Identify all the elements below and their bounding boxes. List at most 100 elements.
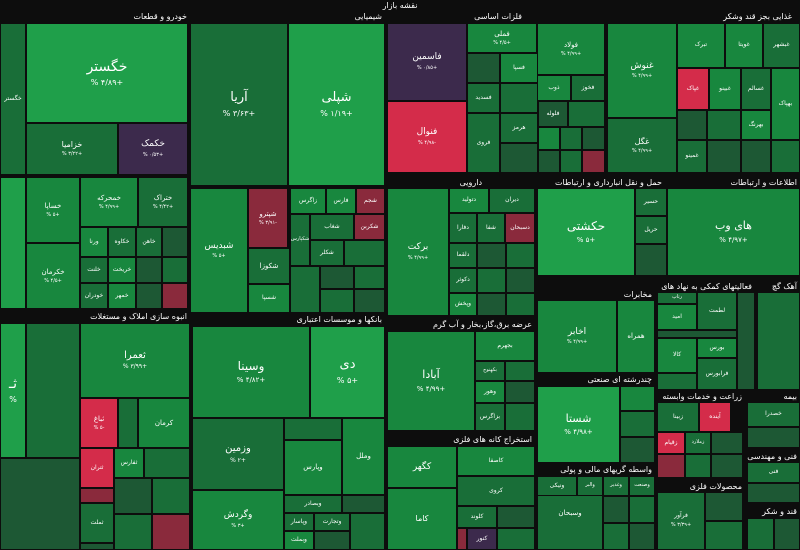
stock-tile[interactable] bbox=[635, 244, 667, 276]
stock-tile[interactable]: خکرمان +۴/۵ % bbox=[26, 243, 80, 309]
stock-tile[interactable] bbox=[114, 514, 152, 550]
stock-tile[interactable]: خصدرا bbox=[747, 402, 800, 427]
stock-tile[interactable] bbox=[505, 381, 535, 403]
stock-tile[interactable]: شبدیس +۵ % bbox=[190, 188, 248, 313]
stock-tile[interactable]: غسالم bbox=[741, 68, 771, 110]
stock-tile[interactable]: دیران bbox=[489, 188, 535, 213]
stock-tile[interactable] bbox=[560, 127, 582, 150]
stock-tile[interactable]: تبرک bbox=[677, 23, 725, 68]
stock-tile[interactable]: کرمان bbox=[138, 398, 190, 448]
stock-tile[interactable] bbox=[711, 454, 743, 478]
stock-tile[interactable]: شپترو -۳/۹۱ % bbox=[248, 188, 288, 248]
stock-tile[interactable] bbox=[26, 323, 80, 458]
stock-tile[interactable] bbox=[506, 293, 535, 316]
stock-tile[interactable] bbox=[80, 488, 114, 503]
stock-tile[interactable]: فنوال -۴/۹۸ % bbox=[387, 101, 467, 173]
stock-tile[interactable]: غبینو bbox=[709, 68, 741, 110]
stock-tile[interactable] bbox=[500, 83, 538, 113]
stock-tile[interactable] bbox=[657, 454, 685, 478]
stock-tile[interactable] bbox=[705, 521, 743, 550]
stock-tile[interactable]: وپاسار bbox=[284, 513, 314, 531]
stock-tile[interactable] bbox=[741, 140, 771, 173]
stock-tile[interactable]: ذوب bbox=[537, 75, 571, 101]
stock-tile[interactable] bbox=[711, 432, 743, 454]
stock-tile[interactable] bbox=[162, 283, 188, 309]
stock-tile[interactable] bbox=[707, 140, 741, 173]
stock-tile[interactable]: شجم bbox=[356, 188, 385, 214]
stock-tile[interactable]: کروی bbox=[457, 476, 535, 506]
stock-tile[interactable] bbox=[560, 150, 582, 173]
stock-tile[interactable] bbox=[354, 289, 385, 313]
stock-tile[interactable]: فاسمین +۰/۸۵ % bbox=[387, 23, 467, 101]
stock-tile[interactable]: همراه bbox=[617, 300, 655, 373]
stock-tile[interactable] bbox=[80, 543, 114, 550]
stock-tile[interactable]: غپاک bbox=[677, 68, 709, 110]
stock-tile[interactable] bbox=[320, 266, 354, 289]
stock-tile[interactable]: شکلر bbox=[310, 240, 344, 266]
stock-tile[interactable]: فنی bbox=[747, 462, 800, 483]
stock-tile[interactable] bbox=[582, 150, 605, 173]
stock-tile[interactable]: خمحرکه +۴/۹۹ % bbox=[80, 177, 138, 227]
stock-tile[interactable]: دلقما bbox=[449, 243, 477, 268]
stock-tile[interactable]: خریخت bbox=[108, 257, 136, 283]
stock-tile[interactable]: وبملت bbox=[284, 531, 314, 550]
stock-tile[interactable] bbox=[657, 330, 737, 338]
stock-tile[interactable]: والبر bbox=[577, 476, 603, 496]
stock-tile[interactable] bbox=[114, 478, 152, 514]
stock-tile[interactable]: ثباغ -۵ % bbox=[80, 398, 118, 448]
stock-tile[interactable]: وپارس bbox=[284, 440, 342, 495]
stock-tile[interactable]: دتولید bbox=[449, 188, 489, 213]
stock-tile[interactable] bbox=[152, 514, 190, 550]
stock-tile[interactable]: خگستر bbox=[0, 23, 26, 175]
stock-tile[interactable]: خساپا +۵ % bbox=[26, 177, 80, 243]
stock-tile[interactable]: خگستر +۴/۸۹ % bbox=[26, 23, 188, 123]
stock-tile[interactable] bbox=[320, 289, 354, 313]
stock-tile[interactable]: بزاگرس bbox=[475, 403, 505, 431]
stock-tile[interactable] bbox=[136, 257, 162, 283]
stock-tile[interactable]: کالا bbox=[657, 338, 697, 373]
stock-tile[interactable]: حریل bbox=[635, 216, 667, 244]
stock-tile[interactable] bbox=[457, 528, 467, 550]
stock-tile[interactable]: فرابورس bbox=[697, 358, 737, 390]
stock-tile[interactable]: دکوثر bbox=[449, 268, 477, 293]
stock-tile[interactable]: فولاد +۴/۹۹ % bbox=[537, 23, 605, 75]
stock-tile[interactable]: بکهنوج bbox=[475, 361, 505, 381]
stock-tile[interactable]: شکربن bbox=[354, 214, 385, 240]
stock-tile[interactable]: اخابر +۴/۹۹ % bbox=[537, 300, 617, 373]
stock-tile[interactable]: فسدید bbox=[467, 83, 500, 113]
stock-tile[interactable]: وتجارت bbox=[314, 513, 350, 531]
stock-tile[interactable] bbox=[162, 257, 188, 283]
stock-tile[interactable]: خکاوه bbox=[108, 227, 136, 257]
stock-tile[interactable] bbox=[505, 403, 535, 431]
stock-tile[interactable]: غمینو bbox=[677, 140, 707, 173]
stock-tile[interactable]: وسینا +۴/۸۲ % bbox=[192, 326, 310, 418]
stock-tile[interactable] bbox=[136, 283, 162, 309]
stock-tile[interactable]: کاما bbox=[387, 488, 457, 550]
stock-tile[interactable] bbox=[603, 523, 629, 550]
stock-tile[interactable]: غویتا bbox=[725, 23, 763, 68]
stock-tile[interactable]: امید bbox=[657, 304, 697, 330]
stock-tile[interactable]: خودران bbox=[80, 283, 108, 309]
stock-tile[interactable] bbox=[477, 293, 506, 316]
stock-tile[interactable] bbox=[162, 227, 188, 257]
stock-tile[interactable] bbox=[290, 266, 320, 313]
stock-tile[interactable] bbox=[620, 386, 655, 411]
stock-tile[interactable] bbox=[497, 506, 535, 528]
stock-tile[interactable]: بورس bbox=[697, 338, 737, 358]
stock-tile[interactable] bbox=[747, 518, 774, 550]
stock-tile[interactable]: فروی bbox=[467, 113, 500, 173]
stock-tile[interactable] bbox=[538, 150, 560, 173]
stock-tile[interactable] bbox=[737, 292, 755, 390]
stock-tile[interactable]: رتاپ bbox=[657, 292, 697, 304]
stock-tile[interactable]: ثملت bbox=[80, 503, 114, 543]
stock-tile[interactable]: غگل +۴/۹۹ % bbox=[607, 118, 677, 173]
stock-tile[interactable]: آریا +۳/۶۳ % bbox=[190, 23, 288, 186]
stock-tile[interactable]: بهپاک bbox=[771, 68, 800, 140]
stock-tile[interactable]: شستا +۴/۹۸ % bbox=[537, 386, 620, 463]
stock-tile[interactable] bbox=[747, 483, 800, 503]
stock-tile[interactable] bbox=[354, 266, 385, 289]
stock-tile[interactable] bbox=[707, 110, 741, 140]
stock-tile[interactable] bbox=[603, 496, 629, 523]
stock-tile[interactable] bbox=[284, 418, 342, 440]
stock-tile[interactable]: برکت +۴/۹۹ % bbox=[387, 188, 449, 316]
